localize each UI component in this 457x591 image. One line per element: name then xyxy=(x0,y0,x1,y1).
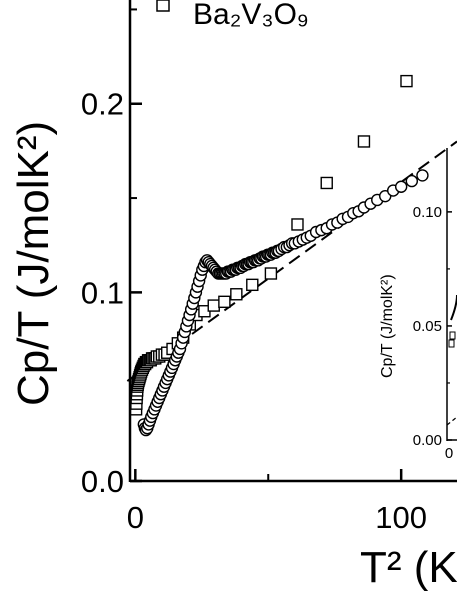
square-data-point xyxy=(207,299,220,312)
inset-y-tick-labels: 0.00 0.05 0.10 xyxy=(413,204,442,449)
x-tick-labels: 0 100 xyxy=(127,500,427,535)
inset-background xyxy=(448,148,457,441)
circle-data-point xyxy=(405,174,419,188)
inset-tick-marks xyxy=(447,211,452,441)
inset-square-point xyxy=(449,331,456,340)
legend: Ba₂V₃O₉ xyxy=(156,0,309,31)
tick-marks xyxy=(130,8,403,483)
square-data-point xyxy=(264,267,278,280)
inset-y-tick-label: 0.05 xyxy=(413,318,442,335)
x-axis-title: T² (K xyxy=(360,543,457,591)
legend-square-marker xyxy=(156,0,170,12)
square-data-point xyxy=(230,288,243,301)
x-tick-label: 100 xyxy=(375,500,427,535)
inset-x-tick-labels: 0 xyxy=(445,445,453,462)
data-points xyxy=(129,74,429,437)
square-data-point xyxy=(218,295,231,309)
y-axis-title: Cp/T (J/molK²) xyxy=(9,121,58,406)
circle-data-point xyxy=(394,180,408,193)
square-data-point xyxy=(246,278,259,292)
y-tick-label: 0.2 xyxy=(81,87,124,122)
inset-square-point xyxy=(448,339,455,348)
square-data-point xyxy=(357,135,371,148)
square-data-point xyxy=(400,74,413,88)
y-tick-label: 0.1 xyxy=(81,275,124,310)
inset-chart: 0.00 0.05 0.10 0 Cp/T (J/molK²) xyxy=(379,148,457,462)
plot-area: 0.0 0.1 0.2 0 100 xyxy=(81,0,457,535)
legend-label: Ba₂V₃O₉ xyxy=(193,0,309,31)
x-tick-label: 0 xyxy=(127,500,144,535)
square-data-point xyxy=(291,218,304,231)
inset-fit-line xyxy=(446,416,457,426)
inset-y-tick-label: 0.10 xyxy=(413,204,442,221)
inset-y-axis-title: Cp/T (J/molK²) xyxy=(379,274,396,378)
square-data-point xyxy=(320,176,333,190)
y-tick-label: 0.0 xyxy=(81,464,124,499)
inset-y-tick-label: 0.00 xyxy=(413,432,442,449)
inset-x-tick-label: 0 xyxy=(445,445,453,462)
y-tick-labels: 0.0 0.1 0.2 xyxy=(81,87,124,499)
circle-data-point xyxy=(416,169,429,182)
